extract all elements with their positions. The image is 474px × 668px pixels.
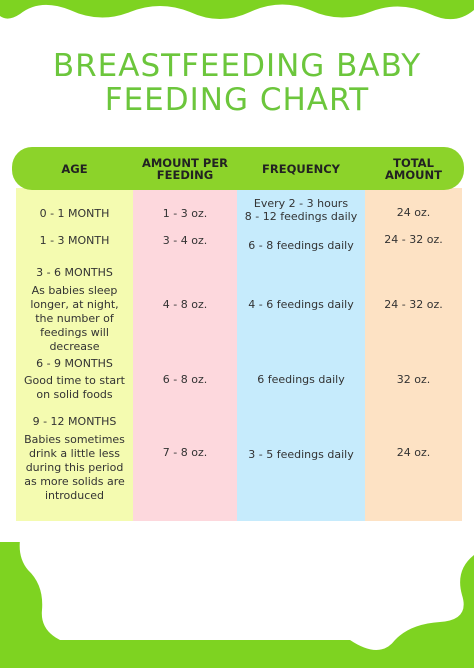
- frequency: 4 - 6 feedings daily: [248, 298, 354, 311]
- col-age: [16, 188, 133, 521]
- amount: 1 - 3 oz.: [162, 207, 208, 220]
- total: 24 - 32 oz.: [384, 298, 443, 311]
- frequency: 6 feedings daily: [257, 373, 345, 386]
- column-header: TOTAL AMOUNT: [385, 156, 442, 182]
- header-band: [12, 147, 464, 190]
- amount: 6 - 8 oz.: [162, 373, 208, 386]
- column-header: AMOUNT PER FEEDING: [141, 156, 229, 182]
- total: 24 - 32 oz.: [384, 233, 443, 246]
- frequency: 6 - 8 feedings daily: [248, 239, 354, 252]
- age-note: As babies sleep longer, at night, the nu…: [30, 284, 119, 353]
- total: 24 oz.: [396, 446, 431, 459]
- col-total: [365, 188, 462, 521]
- amount: 3 - 4 oz.: [162, 234, 208, 247]
- amount: 4 - 8 oz.: [162, 298, 208, 311]
- bottom-blob: [19, 540, 474, 650]
- title-line: BREASTFEEDING BABY: [52, 48, 422, 84]
- col-frequency: [237, 188, 365, 521]
- age-note: Babies sometimes drink a little less dur…: [24, 433, 125, 502]
- frequency: 3 - 5 feedings daily: [248, 448, 354, 461]
- column-header: FREQUENCY: [262, 162, 340, 176]
- frequency: Every 2 - 3 hours: [253, 197, 349, 210]
- title-line: FEEDING CHART: [104, 82, 370, 118]
- total: 32 oz.: [396, 373, 431, 386]
- age-note: Good time to start on solid foods: [24, 374, 125, 401]
- frequency: 8 - 12 feedings daily: [244, 210, 358, 223]
- age: 0 - 1 MONTH: [39, 207, 110, 220]
- age: 9 - 12 MONTHS: [32, 415, 117, 428]
- total: 24 oz.: [396, 206, 431, 219]
- spacer: [0, 520, 474, 542]
- age: 1 - 3 MONTH: [39, 234, 110, 247]
- age: 3 - 6 MONTHS: [36, 266, 113, 279]
- col-amount: [133, 188, 237, 521]
- column-header: AGE: [61, 162, 88, 176]
- amount: 7 - 8 oz.: [162, 446, 208, 459]
- top-wave: [0, 0, 474, 20]
- age: 6 - 9 MONTHS: [36, 357, 113, 370]
